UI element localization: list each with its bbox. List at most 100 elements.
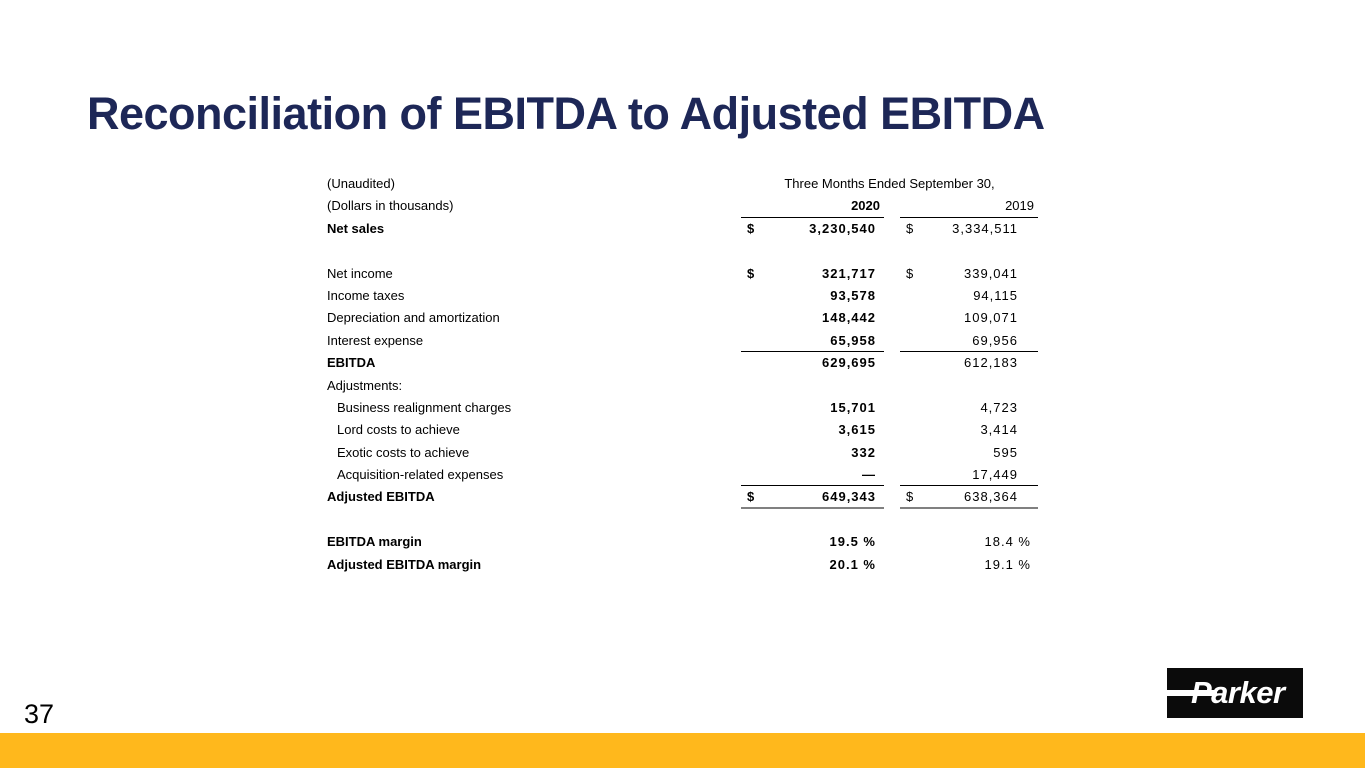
column-gap [884, 285, 900, 307]
row-label: Acquisition-related expenses [337, 467, 504, 483]
value-text: 649,343 [822, 489, 876, 505]
column-gap [884, 375, 900, 397]
value-text: 20.1 % [829, 556, 876, 572]
table-row: Interest expense 65,958 69,956 [327, 330, 1038, 353]
value-text: 65,958 [830, 332, 876, 348]
table-rows: Net sales $3,230,540 $3,334,511 Net income $… [327, 218, 1038, 576]
table-row: EBITDA margin 19.5 % 18.4 % [327, 531, 1038, 553]
value-cell-2019 [900, 375, 1038, 397]
value-cell-2020: 148,442 [741, 307, 884, 329]
table-row: Adjusted EBITDA $649,343 $638,364 [327, 486, 1038, 509]
row-label: Adjusted EBITDA margin [327, 556, 482, 572]
table-row: Depreciation and amortization 148,442 109,… [327, 307, 1038, 329]
value-cell-2020: $321,717 [741, 263, 884, 285]
dollar-sign [741, 375, 747, 397]
value-cell-2020: $3,230,540 [741, 218, 884, 240]
value-cell-2019: 18.4 % [900, 531, 1038, 553]
value-cell-2019: 3,414 [900, 419, 1038, 441]
table-row: Lord costs to achieve 3,615 3,414 [327, 419, 1038, 441]
unaudited-label: (Unaudited) [327, 176, 395, 191]
page-number: 37 [24, 699, 55, 729]
dollar-sign: $ [747, 265, 755, 281]
value-cell-2019: 69,956 [900, 330, 1038, 353]
table-row: EBITDA 629,695 612,183 [327, 352, 1038, 374]
dollar-sign [741, 531, 747, 553]
value-text: 3,334,511 [952, 220, 1018, 236]
financial-table: (Unaudited) Three Months Ended September… [327, 173, 1038, 576]
row-label: Interest expense [327, 332, 424, 348]
row-label: EBITDA [327, 355, 376, 371]
dollar-sign [900, 352, 906, 374]
row-label: EBITDA margin [327, 534, 422, 550]
logo-text: Parker [1191, 675, 1285, 710]
row-label: Net sales [327, 220, 385, 236]
dollar-sign [741, 397, 747, 419]
value-text [876, 375, 884, 397]
value-cell-2020: 20.1 % [741, 554, 884, 576]
dollar-sign [741, 554, 747, 576]
spacer-row [327, 509, 1038, 531]
value-text [1018, 375, 1038, 397]
value-text: 629,695 [822, 355, 876, 371]
value-text: 339,041 [964, 265, 1018, 281]
table-row: Business realignment charges 15,701 4,723 [327, 397, 1038, 419]
row-label: Business realignment charges [337, 399, 512, 415]
value-cell-2020: 19.5 % [741, 531, 884, 553]
dollar-sign: $ [906, 265, 914, 281]
dollar-sign [900, 397, 906, 419]
dollar-sign [741, 442, 747, 464]
value-text: 3,230,540 [809, 220, 876, 236]
dollar-sign [741, 419, 747, 441]
row-label: Lord costs to achieve [337, 422, 460, 438]
period-header: Three Months Ended September 30, [784, 176, 995, 191]
value-cell-2020: 629,695 [741, 352, 884, 374]
value-cell-2020: 93,578 [741, 285, 884, 307]
dollar-sign [900, 442, 906, 464]
dollars-in-thousands-label: (Dollars in thousands) [327, 198, 454, 214]
row-label: Exotic costs to achieve [337, 444, 470, 460]
value-text: 15,701 [830, 399, 876, 415]
table-row: Adjusted EBITDA margin 20.1 % 19.1 % [327, 554, 1038, 576]
column-gap [884, 330, 900, 352]
logo-horizontal-line-icon [1167, 690, 1217, 696]
value-text: 17,449 [972, 467, 1018, 483]
slide-title: Reconciliation of EBITDA to Adjusted EBI… [87, 88, 1045, 139]
value-text: 93,578 [830, 287, 876, 303]
dollar-sign [900, 285, 906, 307]
column-gap [884, 307, 900, 329]
value-text: 3,615 [838, 422, 876, 438]
dollar-sign: $ [906, 220, 914, 236]
column-header-2020: 2020 [741, 195, 884, 218]
value-text: 612,183 [964, 355, 1018, 371]
value-text: 3,414 [980, 422, 1018, 438]
value-text: 321,717 [822, 265, 876, 281]
value-text: 595 [993, 444, 1018, 460]
column-gap [884, 195, 900, 217]
value-text: 638,364 [964, 489, 1018, 505]
value-cell-2020: 65,958 [741, 330, 884, 353]
row-label: Adjustments: [327, 377, 403, 393]
value-cell-2020 [741, 375, 884, 397]
table-row: Adjustments: [327, 375, 1038, 397]
dollar-sign [741, 307, 747, 329]
value-cell-2019: 4,723 [900, 397, 1038, 419]
value-cell-2020: — [741, 464, 884, 487]
parker-logo: Parker [1167, 668, 1303, 718]
dollar-sign [900, 330, 906, 351]
dollar-sign [741, 285, 747, 307]
dollar-sign [741, 330, 747, 351]
dollar-sign [900, 307, 906, 329]
bottom-accent-bar [0, 733, 1365, 768]
row-label: Depreciation and amortization [327, 310, 500, 326]
value-cell-2019: 612,183 [900, 352, 1038, 374]
column-gap [884, 464, 900, 486]
value-cell-2019: $339,041 [900, 263, 1038, 285]
dollar-sign: $ [747, 220, 755, 236]
value-text: 69,956 [972, 332, 1018, 348]
table-row: Net income $321,717 $339,041 [327, 263, 1038, 285]
value-cell-2019: $3,334,511 [900, 218, 1038, 240]
value-text: 4,723 [980, 399, 1018, 415]
column-gap [884, 263, 900, 285]
value-cell-2020: 3,615 [741, 419, 884, 441]
